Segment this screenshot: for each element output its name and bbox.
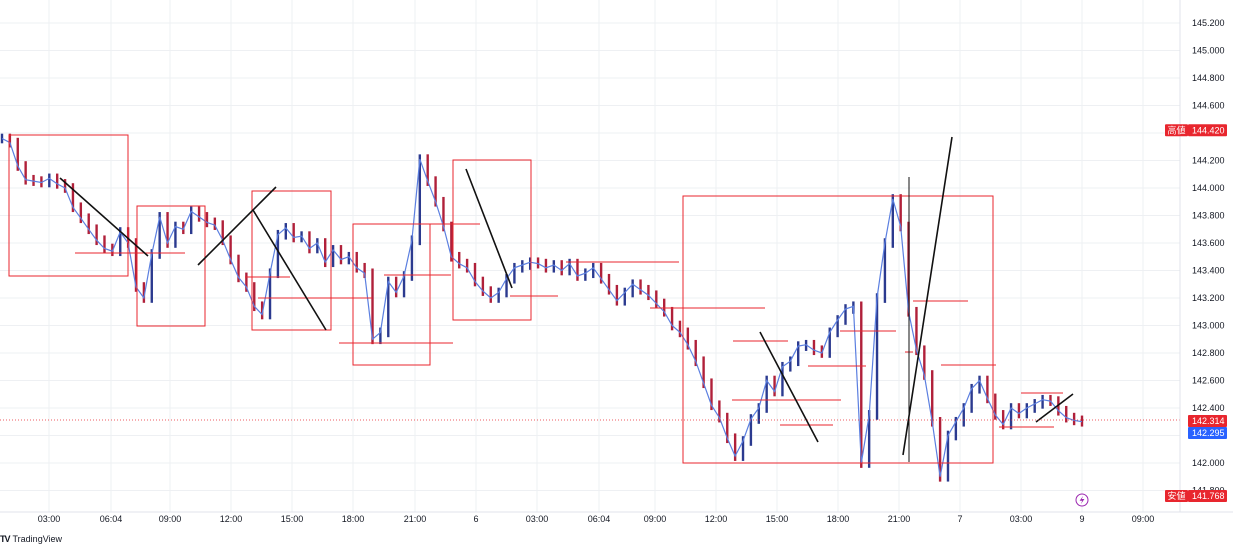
trend-line-drawing[interactable]	[902, 136, 953, 456]
trend-line-drawing[interactable]	[59, 177, 149, 257]
rectangle-drawing[interactable]	[352, 223, 431, 366]
price-line	[1, 137, 1083, 477]
high-price-badge-label: 高値	[1167, 124, 1185, 135]
rectangle-drawing[interactable]	[452, 159, 532, 321]
time-tick-label: 15:00	[281, 514, 304, 524]
trend-line-drawing[interactable]	[465, 168, 513, 289]
price-series	[0, 133, 1084, 482]
rectangle-drawing[interactable]	[682, 195, 994, 464]
low-price-badge-value: 141.768	[1192, 491, 1225, 501]
time-tick-label: 9	[1079, 514, 1084, 524]
trend-line-drawing[interactable]	[252, 209, 327, 331]
time-tick-label: 03:00	[526, 514, 549, 524]
last-price-badge-value: 142.295	[1192, 428, 1225, 438]
time-tick-label: 18:00	[342, 514, 365, 524]
trend-line-drawing[interactable]	[197, 186, 277, 266]
current-price-badge-value: 142.314	[1192, 416, 1225, 426]
time-tick-label: 09:00	[644, 514, 667, 524]
price-tick-label: 142.400	[1192, 403, 1225, 413]
time-tick-label: 03:00	[38, 514, 61, 524]
trend-line-drawing[interactable]	[759, 331, 819, 443]
price-tick-label: 142.600	[1192, 376, 1225, 386]
grid	[0, 0, 1180, 512]
price-tick-label: 143.200	[1192, 293, 1225, 303]
time-tick-label: 21:00	[888, 514, 911, 524]
high-price-badge: 高値 144.420	[1165, 124, 1227, 137]
time-tick-label: 06:04	[100, 514, 123, 524]
brand-name: TradingView	[12, 533, 63, 544]
high-price-badge-value: 144.420	[1192, 125, 1225, 135]
rectangle-drawing[interactable]	[136, 205, 206, 327]
price-tick-label: 145.000	[1192, 46, 1225, 56]
price-tick-label: 144.600	[1192, 101, 1225, 111]
price-tick-label: 142.000	[1192, 458, 1225, 468]
time-tick-label: 09:00	[1132, 514, 1155, 524]
price-tick-label: 144.200	[1192, 156, 1225, 166]
time-tick-label: 06:04	[588, 514, 611, 524]
tradingview-logo-icon: TV	[0, 533, 10, 544]
price-tick-label: 143.400	[1192, 266, 1225, 276]
price-tick-label: 144.800	[1192, 73, 1225, 83]
price-tick-label: 145.200	[1192, 18, 1225, 28]
price-tick-label: 142.800	[1192, 348, 1225, 358]
rectangle-drawing[interactable]	[8, 134, 129, 277]
time-tick-label: 6	[473, 514, 478, 524]
drawing-annotations[interactable]	[8, 134, 1074, 464]
low-price-badge-label: 安値	[1167, 490, 1185, 501]
rectangle-drawing[interactable]	[251, 190, 332, 331]
low-price-badge: 安値 141.768	[1165, 490, 1227, 502]
time-axis[interactable]: 03:00 06:04 09:00 12:00 15:00 18:00 21:00 6 03:0…	[38, 514, 1155, 524]
replay-icon[interactable]	[1075, 493, 1089, 507]
time-tick-label: 7	[957, 514, 962, 524]
price-tick-label: 144.000	[1192, 183, 1225, 193]
time-tick-label: 09:00	[159, 514, 182, 524]
trend-line-drawing[interactable]	[1035, 393, 1074, 423]
time-tick-label: 12:00	[220, 514, 243, 524]
price-badges: 高値 144.420 142.314 142.295 安値 141.768	[1165, 124, 1227, 502]
current-price-badge: 142.314	[1188, 415, 1227, 427]
time-tick-label: 03:00	[1010, 514, 1033, 524]
time-tick-label: 15:00	[766, 514, 789, 524]
price-tick-label: 143.600	[1192, 238, 1225, 248]
time-tick-label: 12:00	[705, 514, 728, 524]
tradingview-branding: TV TradingView	[0, 533, 62, 544]
price-tick-label: 143.000	[1192, 321, 1225, 331]
time-tick-label: 18:00	[827, 514, 850, 524]
time-tick-label: 21:00	[404, 514, 427, 524]
price-tick-label: 143.800	[1192, 211, 1225, 221]
last-price-badge: 142.295	[1188, 427, 1227, 439]
